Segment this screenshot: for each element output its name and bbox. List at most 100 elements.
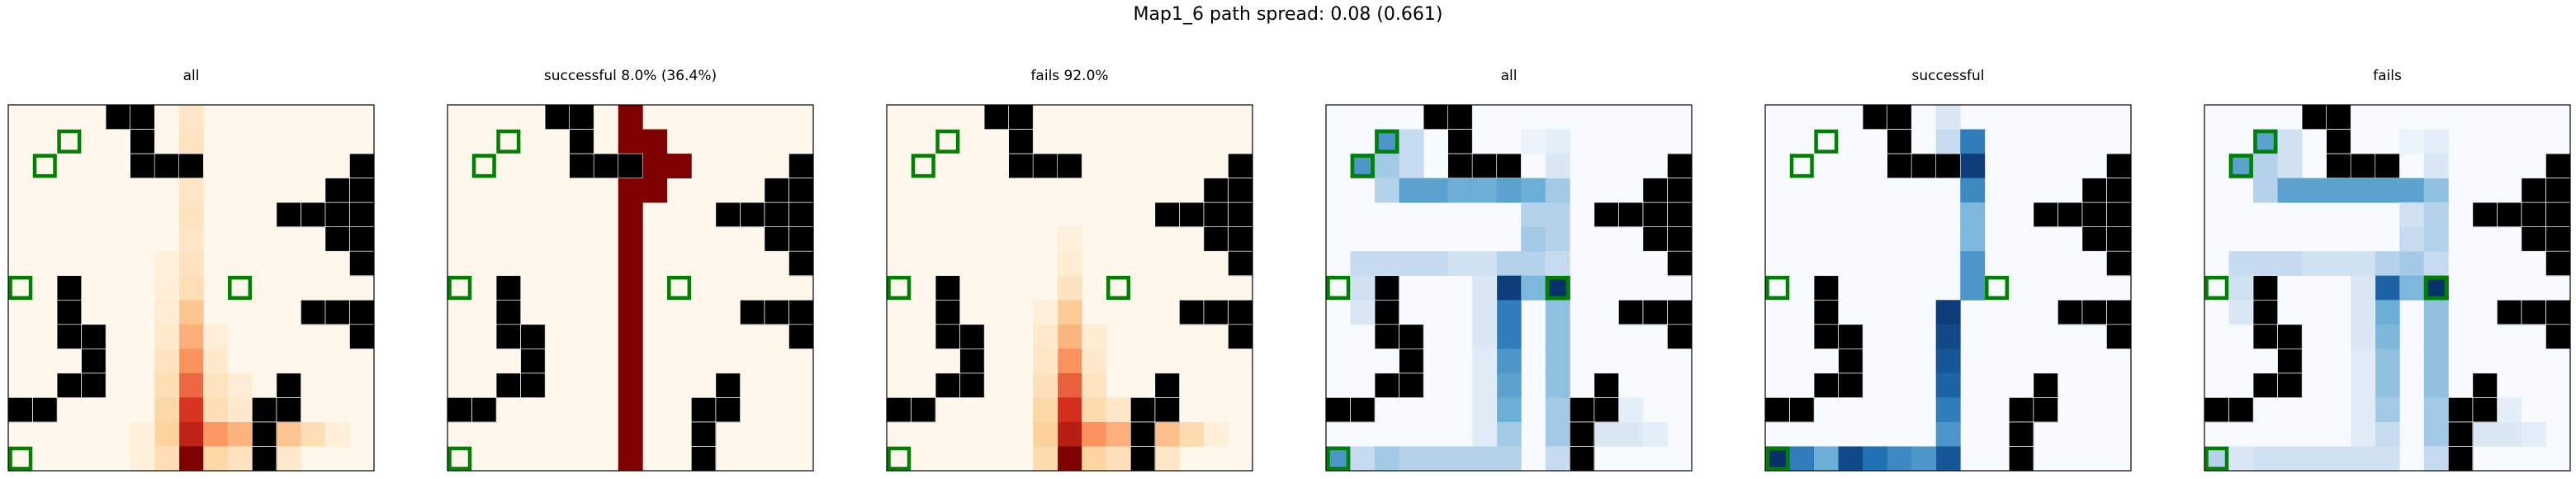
wall-cell	[1154, 202, 1180, 228]
heatmap-cell	[1179, 421, 1205, 447]
wall-cell	[2472, 397, 2498, 423]
heatmap-cell	[1545, 202, 1570, 228]
wall-cell	[1667, 202, 1693, 228]
target-marker	[1546, 275, 1570, 301]
wall-cell	[2057, 202, 2083, 228]
wall-cell	[57, 300, 82, 325]
heatmap-cell	[2423, 372, 2449, 398]
heatmap-cell	[1496, 178, 1522, 203]
wall-cell	[1863, 105, 1888, 130]
heatmap-cell	[1960, 178, 1986, 203]
heatmap-cell	[1447, 446, 1473, 472]
heatmap-cell	[2253, 446, 2278, 472]
wall-cell	[1228, 178, 1253, 203]
heatmap-cell	[2399, 226, 2425, 252]
wall-cell	[1350, 397, 1376, 423]
heatmap-cell	[178, 324, 204, 349]
wall-cell	[959, 349, 985, 374]
wall-cell	[2106, 251, 2132, 277]
heatmap-cell	[1033, 300, 1058, 325]
panel-frame	[886, 104, 1253, 472]
heatmap-cell	[618, 178, 643, 203]
wall-cell-outline	[911, 397, 936, 423]
heatmap-cell	[2351, 324, 2376, 349]
heatmap-cell	[1496, 397, 1522, 423]
target-marker	[1765, 446, 1790, 471]
wall-cell	[1814, 324, 1839, 349]
heatmap-cell	[2375, 446, 2400, 472]
heatmap-cell	[1545, 446, 1570, 472]
heatmap-cell	[2375, 300, 2400, 325]
target-marker	[32, 154, 57, 178]
heatmap-cell	[2521, 421, 2546, 447]
heatmap-panel: fails	[2204, 68, 2571, 472]
wall-cell	[691, 421, 717, 447]
heatmap-cell	[1350, 275, 1376, 301]
heatmap-cell	[1447, 251, 1473, 277]
target-marker	[1814, 129, 1839, 154]
wall-cell	[764, 178, 789, 203]
heatmap-cell	[1935, 372, 1961, 398]
heatmap-cell	[1789, 446, 1815, 472]
wall-cell	[1008, 154, 1034, 178]
wall-cell	[2545, 324, 2571, 349]
heatmap-cell	[1033, 446, 1058, 472]
wall-cell	[154, 154, 180, 178]
heatmap-cell	[1911, 446, 1937, 472]
heatmap-cell	[203, 349, 229, 374]
heatmap-cell	[1935, 324, 1961, 349]
wall-cell	[2545, 202, 2571, 228]
wall-cell	[1642, 226, 1668, 252]
heatmap-cell	[1057, 397, 1082, 423]
wall-cell-outline	[1399, 372, 1424, 398]
heatmap-cell	[178, 105, 204, 130]
heatmap-cell	[1350, 251, 1376, 277]
wall-cell	[959, 372, 985, 398]
heatmap-cell	[178, 251, 204, 277]
heatmap-cell	[1642, 421, 1668, 447]
heatmap-cell	[2399, 178, 2425, 203]
wall-cell	[2106, 202, 2132, 228]
wall-cell	[935, 372, 960, 398]
heatmap-cell	[618, 202, 643, 228]
heatmap-cell	[1593, 421, 1619, 447]
heatmap-cell	[1496, 421, 1522, 447]
wall-cell	[496, 300, 521, 325]
wall-cell	[301, 300, 326, 325]
wall-cell	[2521, 202, 2546, 228]
wall-cell	[2545, 178, 2571, 203]
wall-cell	[1399, 324, 1424, 349]
wall-cell	[935, 300, 960, 325]
wall-cell	[2326, 105, 2351, 130]
heatmap-cell	[1057, 226, 1082, 252]
wall-cell	[2326, 129, 2351, 154]
panel-title: all	[1501, 68, 1518, 84]
heatmap-cell	[1057, 324, 1082, 349]
heatmap-cell	[2375, 397, 2400, 423]
wall-cell	[2326, 154, 2351, 178]
target-marker	[228, 275, 253, 301]
wall-cell	[788, 251, 814, 277]
wall-cell	[1667, 324, 1693, 349]
panel-frame	[1764, 104, 2132, 472]
wall-cell	[276, 397, 301, 423]
wall-cell	[2277, 324, 2303, 349]
wall-cell	[1228, 226, 1253, 252]
wall-cell	[2228, 397, 2254, 423]
wall-cell	[1593, 202, 1619, 228]
wall-cell	[691, 446, 717, 472]
target-marker	[667, 275, 692, 301]
wall-cell	[2253, 300, 2278, 325]
heatmap-cell	[130, 421, 155, 447]
panel-frame	[447, 104, 814, 472]
heatmap-cell	[2351, 349, 2376, 374]
heatmap-cell	[2351, 372, 2376, 398]
wall-cell	[715, 202, 741, 228]
wall-cell	[1228, 251, 1253, 277]
heatmap-cell	[154, 446, 180, 472]
heatmap-cell	[2423, 446, 2449, 472]
heatmap-cell	[2423, 421, 2449, 447]
heatmap-cell	[203, 421, 229, 447]
heatmap-cell	[1496, 300, 1522, 325]
wall-cell	[764, 226, 789, 252]
